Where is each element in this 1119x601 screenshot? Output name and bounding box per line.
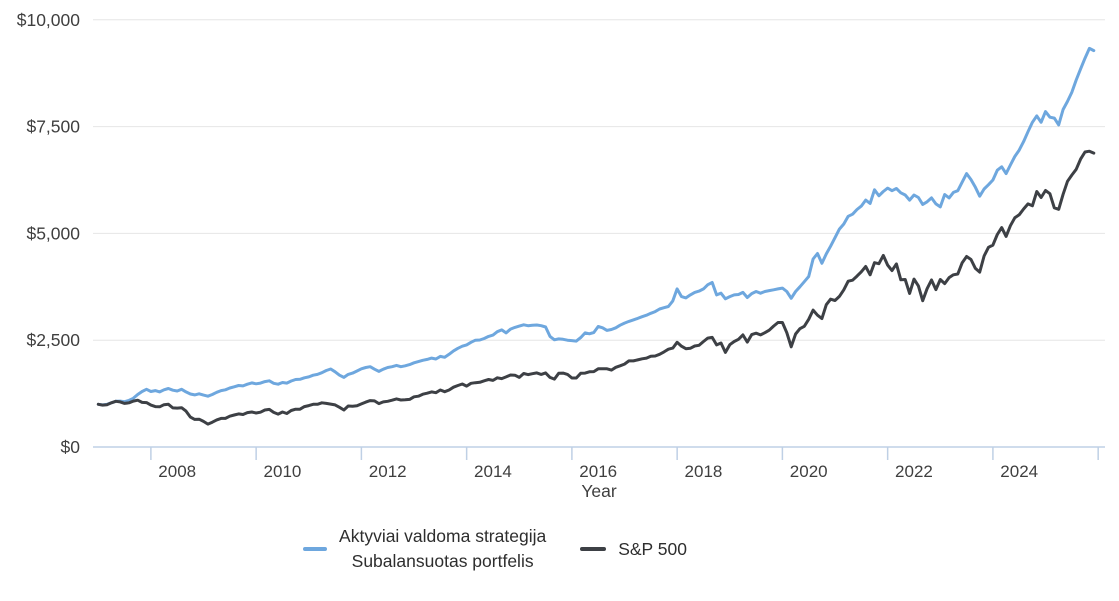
legend-swatch-sp500-icon <box>580 547 607 551</box>
legend-label-sp500-text: S&P 500 <box>618 538 687 559</box>
x-axis-title: Year <box>581 481 617 501</box>
x-tick-label: 2010 <box>264 462 302 481</box>
x-tick-label: 2024 <box>1000 462 1038 481</box>
legend-item-active-strategy[interactable]: Aktyviai valdoma strategija Subalansuota… <box>303 524 546 574</box>
legend-item-sp500[interactable]: S&P 500 <box>580 537 687 562</box>
chart-legend: Aktyviai valdoma strategija Subalansuota… <box>0 524 990 574</box>
y-tick-label: $10,000 <box>17 10 81 30</box>
legend-label-active-strategy: Aktyviai valdoma strategija Subalansuota… <box>339 524 546 574</box>
x-tick-label: 2016 <box>579 462 617 481</box>
x-tick-label: 2020 <box>790 462 828 481</box>
x-tick-label: 2008 <box>158 462 196 481</box>
x-tick-label: 2018 <box>685 462 723 481</box>
legend-label-line2: Subalansuotas portfelis <box>351 551 534 571</box>
series-line-active-strategy <box>96 46 1096 407</box>
legend-label-sp500: S&P 500 <box>618 537 687 562</box>
series-line-sp500 <box>96 149 1096 426</box>
x-tick-label: 2012 <box>369 462 407 481</box>
x-tick-label: 2022 <box>895 462 933 481</box>
legend-swatch-active-strategy-icon <box>303 547 328 551</box>
y-tick-label: $0 <box>61 437 81 457</box>
y-tick-label: $5,000 <box>26 223 80 243</box>
y-tick-label: $2,500 <box>26 330 80 350</box>
legend-label-line1: Aktyviai valdoma strategija <box>339 526 547 546</box>
x-tick-label: 2014 <box>474 462 512 481</box>
y-tick-label: $7,500 <box>26 117 80 137</box>
